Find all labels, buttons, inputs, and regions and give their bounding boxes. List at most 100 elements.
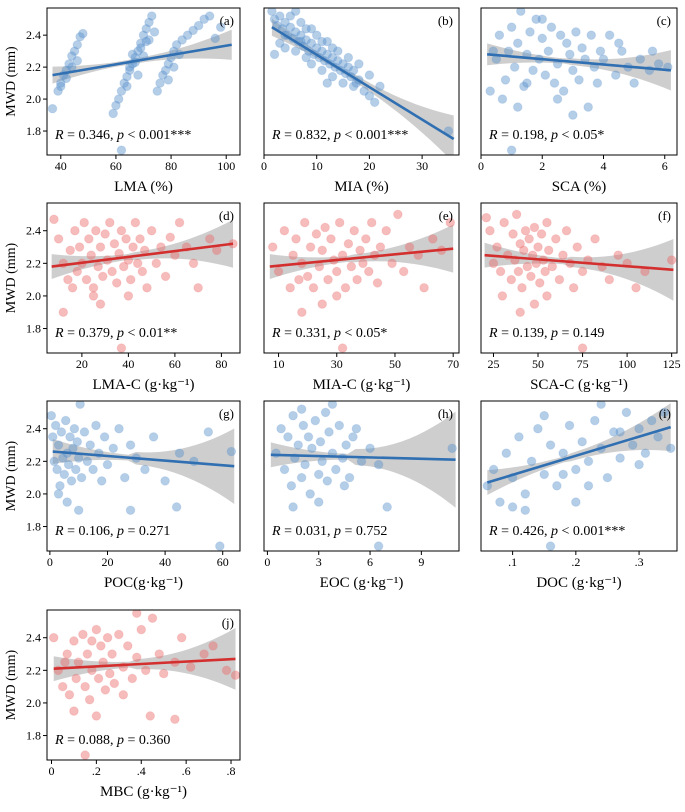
- data-point: [506, 22, 517, 32]
- panel-frame: [46, 202, 241, 354]
- stat-r-value: = 0.088,: [64, 733, 117, 748]
- data-point: [286, 480, 297, 491]
- data-point: [506, 274, 517, 285]
- data-point: [116, 343, 127, 353]
- data-point: [47, 103, 58, 114]
- stat-p-value: < 0.001***: [558, 524, 625, 539]
- y-tick-label: 2.0: [26, 696, 41, 710]
- stat-p-symbol: p: [550, 326, 558, 341]
- data-point: [640, 448, 651, 458]
- data-point: [346, 261, 357, 272]
- data-point: [338, 59, 348, 69]
- x-axis-label: POC(g·kg⁻¹): [104, 575, 183, 591]
- data-point: [136, 624, 147, 635]
- data-point: [574, 75, 584, 85]
- data-point: [339, 480, 350, 491]
- data-point: [87, 636, 97, 646]
- x-tick-label: 0: [264, 555, 270, 569]
- data-point: [109, 238, 120, 249]
- data-point: [586, 30, 597, 40]
- data-point: [105, 668, 115, 679]
- data-point: [119, 78, 129, 88]
- y-axis-label: MWD (mm): [4, 46, 19, 117]
- data-point: [305, 489, 315, 499]
- data-point: [529, 222, 540, 233]
- data-point: [160, 65, 171, 76]
- data-point: [65, 432, 75, 442]
- data-point: [155, 78, 165, 88]
- data-point: [99, 432, 110, 442]
- data-point: [537, 33, 548, 44]
- data-point: [221, 665, 232, 676]
- data-point: [327, 43, 338, 53]
- y-tick-label: 2.4: [26, 422, 41, 436]
- data-point: [627, 440, 638, 450]
- data-point: [646, 415, 657, 426]
- data-point: [71, 464, 81, 475]
- data-point: [608, 427, 619, 437]
- stat-r-symbol: R: [54, 128, 64, 143]
- data-point: [72, 39, 83, 50]
- data-point: [509, 62, 520, 72]
- data-point: [322, 476, 333, 486]
- data-point: [428, 234, 438, 244]
- data-point: [125, 505, 136, 516]
- panel-label: (g): [219, 406, 234, 421]
- data-point: [507, 502, 518, 512]
- x-tick-label: 100: [618, 357, 636, 371]
- data-point: [116, 225, 127, 236]
- stat-p-symbol: p: [116, 733, 124, 748]
- data-point: [58, 307, 69, 318]
- x-axis-label: MIA-C (g·kg⁻¹): [313, 377, 411, 393]
- stat-r-symbol: R: [54, 524, 64, 539]
- data-point: [615, 427, 625, 437]
- data-point: [80, 750, 90, 760]
- data-point: [93, 673, 104, 684]
- regression-line: [51, 242, 234, 268]
- data-point: [204, 234, 215, 244]
- data-point: [275, 11, 285, 21]
- data-point: [513, 266, 524, 277]
- data-point: [297, 307, 307, 318]
- data-point: [533, 242, 543, 252]
- data-point: [73, 657, 84, 667]
- stat-p-value: = 0.360: [124, 733, 170, 748]
- x-tick-label: .3: [635, 555, 644, 569]
- panel-frame: [480, 7, 678, 156]
- data-point: [111, 278, 122, 288]
- y-tick-label: 2.2: [26, 60, 41, 74]
- data-point: [558, 86, 569, 96]
- stat-r-value: = 0.331,: [281, 326, 334, 341]
- data-point: [279, 464, 290, 475]
- data-point: [114, 423, 124, 434]
- regression-line: [269, 247, 454, 268]
- panel-b: 0 10 20 30 (b) R = 0.832, p < 0.001*** MIA (%): [261, 7, 460, 195]
- stat-p-symbol: p: [116, 128, 124, 143]
- x-tick-label: 6: [662, 159, 668, 173]
- stat-annotation: R = 0.331, p < 0.05*: [271, 326, 387, 341]
- data-point: [543, 46, 554, 56]
- confidence-band: [270, 411, 456, 508]
- stat-r-value: = 0.832,: [281, 128, 334, 143]
- data-point: [133, 70, 143, 80]
- data-point: [549, 78, 560, 88]
- data-point: [73, 505, 84, 516]
- data-point: [171, 502, 182, 512]
- x-tick-label: 10: [311, 159, 323, 173]
- data-point: [317, 245, 328, 256]
- data-point: [320, 407, 331, 418]
- data-point: [88, 282, 99, 293]
- y-tick-label: 2.4: [26, 631, 41, 645]
- data-point: [552, 480, 562, 491]
- data-point: [526, 271, 536, 282]
- data-point: [551, 234, 561, 244]
- data-point: [185, 662, 196, 672]
- data-point: [326, 234, 336, 244]
- data-point: [393, 209, 403, 220]
- data-point: [545, 541, 556, 551]
- data-point: [517, 282, 527, 293]
- stat-p-symbol: p: [116, 524, 124, 539]
- stat-r-value: = 0.106,: [64, 524, 117, 539]
- data-point: [351, 423, 362, 434]
- x-tick-label: 10: [273, 357, 285, 371]
